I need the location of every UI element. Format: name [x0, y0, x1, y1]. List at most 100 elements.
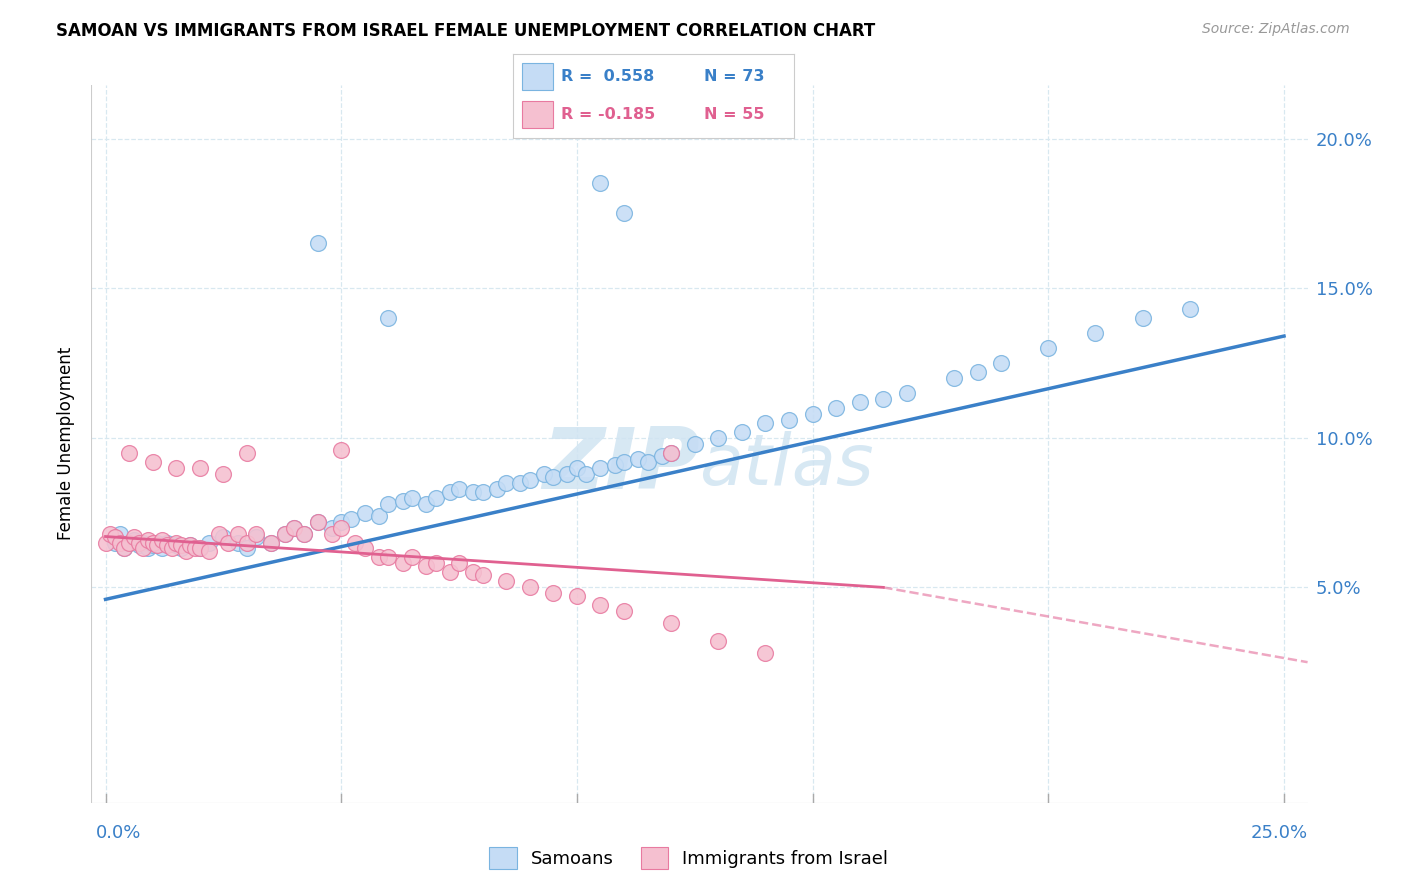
Point	[188, 460, 211, 475]
Point	[377, 497, 399, 511]
Text: N = 73: N = 73	[704, 69, 765, 84]
Point	[128, 535, 150, 549]
Point	[321, 526, 343, 541]
Point	[613, 455, 636, 469]
Point	[509, 475, 531, 490]
Point	[589, 177, 612, 191]
Point	[132, 535, 155, 549]
Point	[683, 437, 706, 451]
Point	[292, 526, 315, 541]
Point	[170, 539, 193, 553]
Point	[778, 413, 800, 427]
Point	[707, 634, 730, 648]
Text: Source: ZipAtlas.com: Source: ZipAtlas.com	[1202, 22, 1350, 37]
Text: atlas: atlas	[699, 431, 875, 500]
Point	[128, 539, 150, 553]
Point	[212, 467, 235, 481]
Point	[613, 206, 636, 220]
Point	[156, 535, 179, 549]
Point	[565, 460, 588, 475]
Point	[1038, 341, 1060, 355]
Point	[198, 535, 221, 549]
Point	[896, 385, 918, 400]
Point	[283, 520, 305, 534]
Point	[659, 446, 682, 460]
Point	[463, 566, 485, 580]
Point	[330, 515, 353, 529]
Point	[226, 526, 249, 541]
Point	[449, 482, 471, 496]
Legend: Samoans, Immigrants from Israel: Samoans, Immigrants from Israel	[484, 841, 894, 874]
Point	[136, 541, 159, 556]
Point	[236, 446, 259, 460]
Point	[118, 535, 141, 549]
Point	[136, 533, 159, 547]
Point	[990, 356, 1012, 370]
Point	[575, 467, 598, 481]
Point	[589, 460, 612, 475]
Point	[754, 416, 776, 430]
Point	[283, 520, 305, 534]
Point	[344, 535, 367, 549]
Point	[391, 557, 413, 571]
Point	[463, 484, 485, 499]
Point	[353, 506, 375, 520]
Point	[188, 541, 211, 556]
Point	[471, 484, 494, 499]
Point	[208, 526, 231, 541]
Point	[825, 401, 848, 415]
Point	[184, 541, 207, 556]
Point	[707, 431, 730, 445]
Text: R =  0.558: R = 0.558	[561, 69, 654, 84]
Point	[292, 526, 315, 541]
Point	[754, 646, 776, 660]
Point	[307, 236, 329, 251]
Point	[519, 473, 541, 487]
Point	[150, 533, 173, 547]
Point	[471, 568, 494, 582]
Point	[132, 541, 155, 556]
Point	[112, 541, 135, 556]
Point	[391, 493, 413, 508]
Point	[603, 458, 626, 472]
Point	[401, 550, 423, 565]
Point	[1084, 326, 1107, 340]
Point	[368, 550, 391, 565]
Point	[627, 451, 650, 466]
Point	[104, 529, 127, 543]
Point	[637, 455, 659, 469]
Point	[150, 541, 173, 556]
Point	[273, 526, 295, 541]
Point	[259, 535, 281, 549]
Point	[142, 539, 165, 553]
Point	[651, 449, 673, 463]
Text: R = -0.185: R = -0.185	[561, 107, 655, 122]
Point	[415, 559, 437, 574]
Point	[519, 581, 541, 595]
Point	[415, 497, 437, 511]
Point	[307, 515, 329, 529]
Point	[108, 535, 131, 549]
Point	[165, 460, 187, 475]
Point	[801, 407, 824, 421]
Text: N = 55: N = 55	[704, 107, 765, 122]
Point	[108, 526, 131, 541]
Point	[198, 544, 221, 558]
Point	[368, 508, 391, 523]
Text: 0.0%: 0.0%	[96, 824, 141, 842]
Point	[236, 535, 259, 549]
Text: SAMOAN VS IMMIGRANTS FROM ISRAEL FEMALE UNEMPLOYMENT CORRELATION CHART: SAMOAN VS IMMIGRANTS FROM ISRAEL FEMALE …	[56, 22, 876, 40]
Point	[377, 550, 399, 565]
Point	[1132, 311, 1154, 326]
Point	[659, 616, 682, 631]
Point	[259, 535, 281, 549]
Point	[118, 535, 141, 549]
Point	[142, 535, 165, 549]
Point	[731, 425, 754, 439]
Point	[174, 544, 197, 558]
Point	[449, 557, 471, 571]
Text: ZIP: ZIP	[541, 424, 699, 507]
Bar	[522, 101, 553, 128]
Point	[966, 365, 988, 379]
Point	[156, 539, 179, 553]
